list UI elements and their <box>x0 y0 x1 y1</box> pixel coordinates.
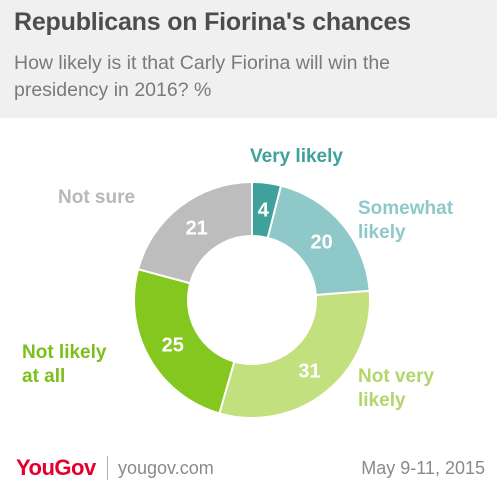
donut-slice <box>266 184 371 297</box>
footer-site-link[interactable]: yougov.com <box>118 458 214 478</box>
donut-slice <box>136 180 253 285</box>
footer-divider <box>107 456 108 480</box>
slice-category-label: Not likely at all <box>22 342 107 387</box>
slice-value-label: 4 <box>258 200 270 222</box>
slice-value-label: 25 <box>162 335 184 357</box>
chart-subtitle: How likely is it that Carly Fiorina will… <box>14 52 391 101</box>
survey-date: May 9-11, 2015 <box>361 458 485 478</box>
slice-value-label: 20 <box>310 231 332 253</box>
slice-category-label: Not very likely <box>358 366 434 411</box>
footer: YouGov yougov.com May 9-11, 2015 <box>0 452 497 486</box>
slice-category-label: Very likely <box>250 146 343 167</box>
donut-slice <box>133 267 236 415</box>
yougov-logo: YouGov <box>16 455 96 480</box>
donut-chart: 4 Very likely 20 Somewhat likely 31 Not very li… <box>22 146 454 419</box>
slice-value-label: 21 <box>186 218 208 240</box>
slice-value-label: 31 <box>298 361 320 383</box>
header-band: Republicans on Fiorina's chances How lik… <box>0 0 497 118</box>
slice-category-label: Not sure <box>58 187 135 208</box>
donut-slice <box>218 289 371 419</box>
slice-category-label: Somewhat likely <box>358 198 454 243</box>
chart-title: Republicans on Fiorina's chances <box>14 8 411 36</box>
